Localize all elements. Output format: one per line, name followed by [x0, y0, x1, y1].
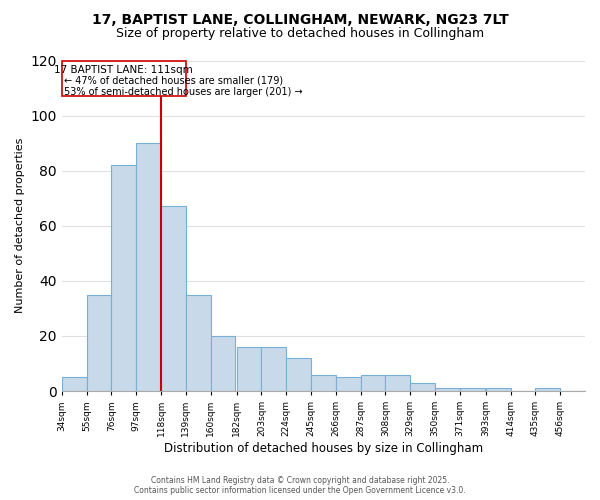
Bar	[460, 388, 485, 391]
Text: ← 47% of detached houses are smaller (179): ← 47% of detached houses are smaller (17…	[64, 76, 283, 86]
Bar	[86, 294, 112, 391]
Bar	[211, 336, 235, 391]
Y-axis label: Number of detached properties: Number of detached properties	[15, 138, 25, 314]
Bar	[486, 388, 511, 391]
Bar	[311, 374, 336, 391]
FancyBboxPatch shape	[62, 60, 186, 96]
X-axis label: Distribution of detached houses by size in Collingham: Distribution of detached houses by size …	[164, 442, 483, 455]
Bar	[62, 378, 86, 391]
Bar	[186, 294, 211, 391]
Bar	[262, 347, 286, 391]
Bar	[112, 165, 136, 391]
Text: Contains HM Land Registry data © Crown copyright and database right 2025.: Contains HM Land Registry data © Crown c…	[151, 476, 449, 485]
Bar	[136, 143, 161, 391]
Bar	[361, 374, 385, 391]
Text: Size of property relative to detached houses in Collingham: Size of property relative to detached ho…	[116, 28, 484, 40]
Bar	[435, 388, 460, 391]
Bar	[410, 383, 435, 391]
Bar	[336, 378, 361, 391]
Bar	[535, 388, 560, 391]
Bar	[286, 358, 311, 391]
Text: 17 BAPTIST LANE: 111sqm: 17 BAPTIST LANE: 111sqm	[55, 64, 193, 74]
Text: 17, BAPTIST LANE, COLLINGHAM, NEWARK, NG23 7LT: 17, BAPTIST LANE, COLLINGHAM, NEWARK, NG…	[92, 12, 508, 26]
Bar	[385, 374, 410, 391]
Text: 53% of semi-detached houses are larger (201) →: 53% of semi-detached houses are larger (…	[64, 86, 303, 97]
Text: Contains public sector information licensed under the Open Government Licence v3: Contains public sector information licen…	[134, 486, 466, 495]
Bar	[161, 206, 186, 391]
Bar	[236, 347, 262, 391]
